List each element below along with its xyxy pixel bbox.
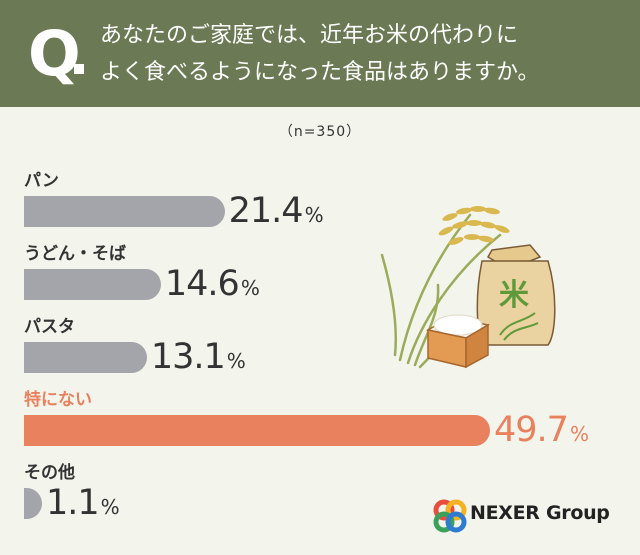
question-line-2: よく食べるようになった食品はありますか。 xyxy=(100,60,540,85)
sack-label: 米 xyxy=(499,278,529,313)
question-line-1: あなたのご家庭では、近年お米の代わりに xyxy=(100,23,519,48)
bar xyxy=(24,196,225,227)
nexer-logo-icon xyxy=(433,499,467,533)
value-label: 14.6% xyxy=(164,264,260,304)
bar xyxy=(24,415,490,446)
bar xyxy=(24,269,161,300)
category-label: パスタ xyxy=(24,317,75,337)
value-label: 49.7% xyxy=(494,410,589,450)
value-label: 13.1% xyxy=(150,337,246,377)
q-mark: Q xyxy=(28,17,81,90)
rice-illustration: 米 xyxy=(380,206,556,369)
category-label: その他 xyxy=(24,463,75,483)
bar xyxy=(24,342,147,373)
question-header: Q あなたのご家庭では、近年お米の代わりに よく食べるようになった食品はあります… xyxy=(0,0,640,107)
q-dot xyxy=(74,64,84,74)
rice-grains-icon xyxy=(438,206,510,245)
rice-sack-icon: 米 xyxy=(476,244,556,346)
category-label: うどん・そば xyxy=(24,244,126,264)
value-label: 1.1% xyxy=(46,483,120,523)
category-label: 特にない xyxy=(24,390,92,410)
bar xyxy=(24,488,42,519)
category-label: パン xyxy=(24,171,59,191)
value-label: 21.4% xyxy=(228,191,324,231)
wooden-masu-box-icon xyxy=(425,314,491,369)
sample-size-label: （n=350） xyxy=(278,124,362,140)
nexer-group-logo-text: NEXER Group xyxy=(470,502,610,524)
